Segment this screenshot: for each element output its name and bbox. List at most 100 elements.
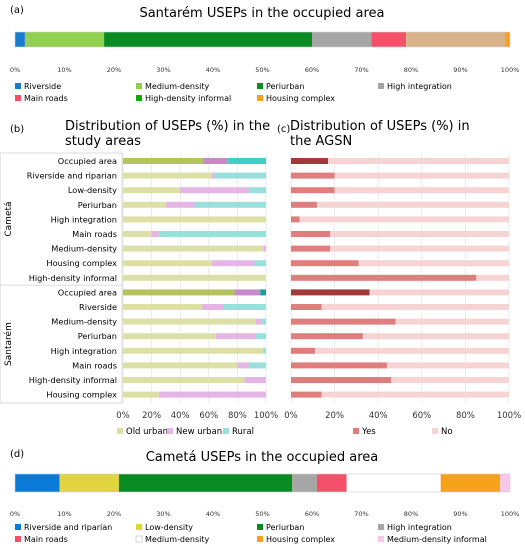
bar-new-urban xyxy=(201,304,224,310)
bar-old-urban xyxy=(123,172,212,179)
x-tick-label: 50% xyxy=(255,510,269,518)
bar-segment-main-roads xyxy=(371,32,407,47)
bar-yes xyxy=(291,245,331,252)
bar-segment-periurban xyxy=(118,474,293,492)
legend-label: Medium-density xyxy=(145,82,209,91)
category-label: Periurban xyxy=(78,200,117,210)
chart-title: Cametá USEPs in the occupied area xyxy=(146,450,379,465)
legend-label: Riverside and riparian xyxy=(24,523,112,532)
legend-swatch-riverside-and-riparian xyxy=(15,524,21,530)
group-label: Cametá xyxy=(4,201,14,236)
bar-new-urban xyxy=(211,260,255,267)
bar-old-urban xyxy=(123,274,266,281)
legend-swatch-no xyxy=(432,428,438,434)
bar-no xyxy=(321,391,509,398)
legend-label: Riverside xyxy=(24,82,61,91)
panel-label: (d) xyxy=(10,449,24,460)
category-label: Low-density xyxy=(68,185,117,195)
legend-swatch-riverside xyxy=(15,83,21,89)
bar-old-urban xyxy=(123,216,266,223)
bar-rural xyxy=(254,260,266,267)
x-tick-label: 0% xyxy=(10,66,20,74)
chart-title-line: Distribution of USEPs (%) in the xyxy=(65,119,270,134)
bar-yes xyxy=(291,304,322,310)
bar-yes xyxy=(291,231,331,237)
category-label: Occupied area xyxy=(58,156,117,166)
bar-yes xyxy=(291,289,370,296)
panel-label: (c) xyxy=(277,124,290,135)
bar-no xyxy=(476,274,509,281)
bar-rural xyxy=(263,347,266,354)
panel-label: (a) xyxy=(10,5,24,16)
x-tick-label: 100% xyxy=(501,66,520,74)
legend-label: High-density informal xyxy=(145,94,231,103)
bar-new-urban xyxy=(180,187,249,194)
x-tick-label: 80% xyxy=(228,411,247,421)
legend-swatch-periurban xyxy=(257,83,263,89)
panel-label: (b) xyxy=(10,124,24,135)
legend-swatch-housing-complex xyxy=(257,95,263,101)
x-tick-label: 0% xyxy=(284,411,298,421)
legend-label: Medium-density xyxy=(145,535,209,544)
legend-swatch-yes xyxy=(353,428,359,434)
legend-swatch-periurban xyxy=(257,524,263,530)
legend-label: Old urban xyxy=(126,427,168,437)
bar-old-urban xyxy=(123,158,204,164)
x-tick-label: 100% xyxy=(254,411,278,421)
bar-old-urban xyxy=(123,377,245,383)
bar-old-urban xyxy=(123,260,212,267)
x-tick-label: 90% xyxy=(453,510,467,518)
category-label: Periurban xyxy=(78,331,117,341)
chart-title-line: study areas xyxy=(65,134,141,149)
x-tick-label: 40% xyxy=(206,66,220,74)
category-label: High-density informal xyxy=(29,375,117,385)
legend-swatch-high-integration xyxy=(378,83,384,89)
legend-swatch-medium-density-informal xyxy=(378,536,384,542)
bar-new-urban xyxy=(263,245,266,252)
bar-old-urban xyxy=(123,245,264,252)
legend-swatch-high-density-informal xyxy=(136,95,142,101)
bar-segment-high-integration xyxy=(312,32,372,47)
bar-new-urban xyxy=(237,362,249,369)
bar-segment-riverside xyxy=(15,32,25,47)
legend-label: Main roads xyxy=(24,94,68,103)
bar-rural xyxy=(248,187,266,194)
bar-no xyxy=(369,289,509,296)
category-label: Medium-density xyxy=(51,317,117,327)
bar-no xyxy=(386,362,509,369)
legend-label: Housing complex xyxy=(266,94,335,103)
x-tick-label: 20% xyxy=(325,411,344,421)
bar-segment-periurban xyxy=(104,32,312,47)
bar-yes xyxy=(291,318,396,325)
x-tick-label: 60% xyxy=(305,66,319,74)
bar-segment-low-density xyxy=(59,474,119,492)
bar-rural xyxy=(248,362,266,369)
legend-label: High integration xyxy=(387,82,452,91)
x-tick-label: 70% xyxy=(354,510,368,518)
bar-rural xyxy=(194,201,266,208)
legend-label: Low-density xyxy=(145,523,193,532)
bar-no xyxy=(358,260,509,267)
bar-old-urban xyxy=(123,318,256,325)
bar-outline xyxy=(14,31,511,48)
legend-label: Periurban xyxy=(266,523,304,532)
bar-old-urban xyxy=(123,304,202,310)
legend-swatch-housing-complex xyxy=(257,536,263,542)
category-label: Housing complex xyxy=(46,258,117,268)
x-tick-label: 30% xyxy=(156,66,170,74)
x-tick-label: 60% xyxy=(305,510,319,518)
x-tick-label: 40% xyxy=(206,510,220,518)
bar-segment-high-density-informal xyxy=(406,32,506,47)
bar-new-urban xyxy=(211,172,215,179)
chart-title-line: the AGSN xyxy=(290,134,352,149)
bar-segment-high-integration xyxy=(292,474,317,492)
bar-yes xyxy=(291,377,392,383)
bar-no xyxy=(317,201,509,208)
legend-swatch-old-urban xyxy=(117,428,123,434)
legend-swatch-new-urban xyxy=(167,428,173,434)
bar-rural xyxy=(255,333,266,340)
legend-label: Rural xyxy=(232,427,254,437)
group-label: Santarém xyxy=(3,322,14,366)
x-tick-label: 10% xyxy=(57,66,71,74)
